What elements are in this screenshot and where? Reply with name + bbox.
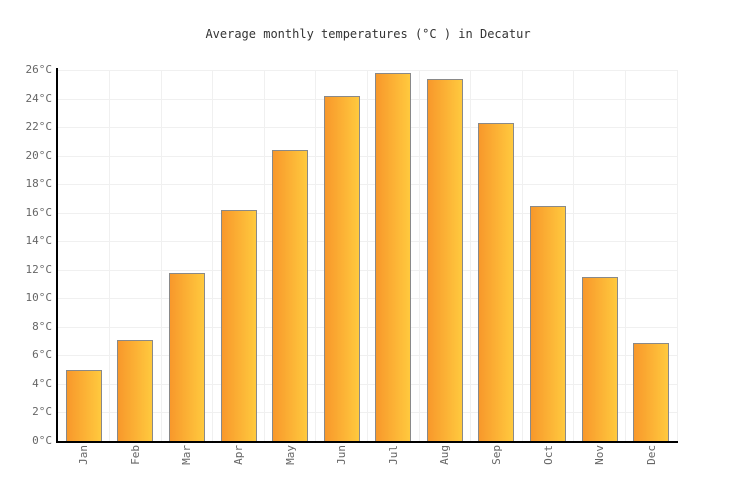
bar-dec[interactable] bbox=[633, 342, 670, 441]
month-label-may: May bbox=[283, 445, 297, 465]
gridline-v-9 bbox=[521, 70, 523, 441]
gridline-v-10 bbox=[573, 70, 575, 441]
chart-title: Average monthly temperatures (°C ) in De… bbox=[205, 27, 531, 41]
y-tick-label-2: 2°C bbox=[32, 405, 52, 419]
gridline-v-8 bbox=[470, 70, 472, 441]
y-tick-label-0: 0°C bbox=[32, 434, 52, 447]
y-tick-label-8: 8°C bbox=[32, 319, 52, 333]
bar-jun[interactable] bbox=[323, 95, 360, 441]
y-tick-label-26: 26°C bbox=[25, 63, 53, 76]
y-tick-label-18: 18°C bbox=[25, 177, 53, 191]
gridline-v-11 bbox=[624, 70, 626, 441]
month-label-dec: Dec bbox=[644, 445, 658, 465]
bar-aug[interactable] bbox=[426, 78, 463, 441]
gridline-v-4 bbox=[263, 70, 265, 441]
month-label-jun: Jun bbox=[335, 445, 349, 465]
gridline-v-12 bbox=[676, 70, 678, 441]
bar-nov[interactable] bbox=[581, 276, 618, 441]
month-label-nov: Nov bbox=[593, 445, 607, 465]
bar-apr[interactable] bbox=[220, 209, 257, 441]
y-tick-label-14: 14°C bbox=[25, 234, 53, 248]
y-tick-label-24: 24°C bbox=[25, 91, 53, 105]
month-label-jul: Jul bbox=[386, 445, 400, 465]
gridline-v-2 bbox=[160, 70, 162, 441]
y-tick-label-10: 10°C bbox=[25, 291, 53, 305]
gridline-v-3 bbox=[212, 70, 214, 441]
y-tick-label-6: 6°C bbox=[32, 348, 52, 362]
month-label-sep: Sep bbox=[489, 445, 503, 465]
plot-area bbox=[58, 70, 678, 441]
y-tick-label-22: 22°C bbox=[25, 120, 53, 134]
bar-sep[interactable] bbox=[478, 122, 515, 441]
month-label-mar: Mar bbox=[180, 445, 194, 465]
bar-may[interactable] bbox=[272, 149, 309, 441]
month-label-jan: Jan bbox=[77, 445, 91, 465]
bar-feb[interactable] bbox=[117, 339, 154, 441]
y-axis-line bbox=[56, 68, 58, 443]
y-tick-label-12: 12°C bbox=[25, 262, 53, 276]
gridline-v-1 bbox=[109, 70, 111, 441]
bar-jul[interactable] bbox=[375, 72, 412, 441]
bar-mar[interactable] bbox=[168, 272, 205, 441]
gridline-v-7 bbox=[418, 70, 420, 441]
x-axis-line bbox=[56, 441, 678, 443]
month-label-aug: Aug bbox=[438, 445, 452, 465]
y-tick-label-20: 20°C bbox=[25, 148, 53, 162]
gridline-v-6 bbox=[367, 70, 368, 441]
y-tick-label-16: 16°C bbox=[25, 205, 53, 219]
gridline-v-5 bbox=[315, 70, 317, 441]
month-label-feb: Feb bbox=[128, 445, 142, 465]
month-label-oct: Oct bbox=[541, 445, 555, 465]
y-tick-label-4: 4°C bbox=[32, 376, 52, 390]
bar-oct[interactable] bbox=[530, 205, 567, 441]
bar-jan[interactable] bbox=[65, 369, 102, 441]
month-label-apr: Apr bbox=[232, 445, 246, 465]
